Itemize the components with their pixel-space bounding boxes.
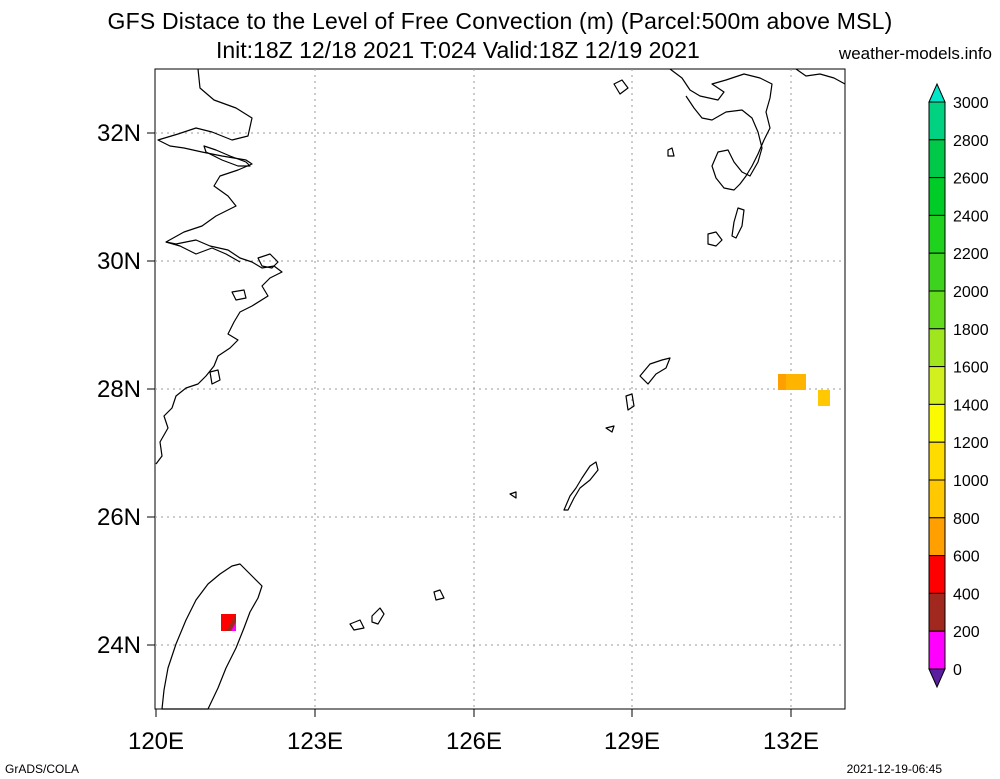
x-tick-label: 129E	[604, 728, 660, 755]
y-tick-label: 24N	[97, 632, 141, 659]
colorbar-swatch	[928, 592, 946, 632]
colorbar-swatch	[928, 101, 946, 141]
colorbar-swatch	[928, 328, 946, 368]
ishigaki-island	[371, 607, 385, 625]
colorbar-swatch	[928, 403, 946, 443]
miyako-island	[433, 589, 445, 601]
coastlines	[155, 68, 846, 710]
colorbar-label: 2600	[953, 171, 989, 188]
cell-east-gold	[818, 390, 830, 406]
site-credit: weather-models.info	[838, 44, 992, 63]
colorbar-swatch	[928, 366, 946, 405]
coast-island-b	[209, 369, 221, 385]
hangzhou-bay	[165, 241, 241, 263]
colorbar-label: 1800	[953, 322, 989, 339]
x-tick-label: 126E	[446, 728, 502, 755]
colorbar: 3000280026002400220020001800160014001200…	[928, 82, 989, 689]
koshiki-island	[667, 147, 675, 157]
y-tick-label: 32N	[97, 120, 141, 147]
taiwan-coastline	[161, 563, 263, 710]
yakushima	[707, 231, 723, 247]
colorbar-swatch	[928, 139, 946, 179]
chart-subtitle: Init:18Z 12/18 2021 T:024 Valid:18Z 12/1…	[216, 37, 700, 63]
china-coastline	[155, 68, 283, 465]
colorbar-label: 1200	[953, 435, 989, 452]
colorbar-label: 1400	[953, 397, 989, 414]
cell-east-orange-b	[786, 374, 806, 390]
y-tick-label: 28N	[97, 376, 141, 403]
x-tick-label: 132E	[763, 728, 819, 755]
colorbar-label: 2000	[953, 284, 989, 301]
colorbar-label: 400	[953, 586, 980, 603]
amami-oshima	[639, 357, 671, 385]
coast-island-a	[231, 289, 247, 301]
colorbar-label: 1000	[953, 473, 989, 490]
colorbar-swatch	[928, 214, 946, 254]
colorbar-label: 200	[953, 624, 980, 641]
colorbar-label: 800	[953, 511, 980, 528]
colorbar-swatch	[928, 290, 946, 330]
tanegashima	[731, 207, 745, 239]
colorbar-label: 600	[953, 549, 980, 566]
kyushu-coastline	[669, 68, 773, 191]
x-axis-labels: 120E 123E 126E 129E 132E	[128, 728, 819, 755]
colorbar-swatch	[928, 177, 946, 216]
colorbar-swatch	[928, 630, 946, 670]
colorbar-swatch	[928, 555, 946, 594]
yangtze-island	[203, 145, 251, 167]
goto-islands	[613, 79, 629, 95]
tokunoshima	[625, 393, 635, 411]
colorbar-top-arrow	[928, 82, 946, 103]
x-tick-label: 123E	[287, 728, 343, 755]
colorbar-label: 2400	[953, 208, 989, 225]
colorbar-label: 2800	[953, 133, 989, 150]
kumejima	[509, 491, 517, 499]
cell-taiwan-magenta	[231, 622, 236, 631]
x-tick-label: 120E	[128, 728, 184, 755]
zhoushan-island	[257, 253, 279, 269]
colorbar-swatch	[928, 479, 946, 519]
colorbar-label: 1600	[953, 360, 989, 377]
y-tick-label: 26N	[97, 504, 141, 531]
footer-timestamp: 2021-12-19-06:45	[846, 762, 942, 776]
colorbar-swatch	[928, 517, 946, 557]
colorbar-bottom-arrow	[928, 668, 946, 689]
colorbar-label: 0	[953, 662, 962, 679]
okinoerabu	[605, 425, 615, 433]
colorbar-label: 2200	[953, 246, 989, 263]
iriomote-island	[349, 619, 365, 631]
footer-software: GrADS/COLA	[5, 762, 80, 776]
chart-title: GFS Distace to the Level of Free Convect…	[107, 8, 893, 34]
y-axis-labels: 32N 30N 28N 26N 24N	[97, 120, 141, 659]
tick-marks	[147, 132, 792, 717]
y-tick-label: 30N	[97, 248, 141, 275]
shikoku-tip	[795, 68, 846, 85]
okinawa-island	[563, 461, 599, 511]
colorbar-label: 3000	[953, 95, 989, 112]
colorbar-swatch	[928, 252, 946, 292]
colorbar-swatch	[928, 441, 946, 481]
shaded-cells	[221, 374, 830, 631]
